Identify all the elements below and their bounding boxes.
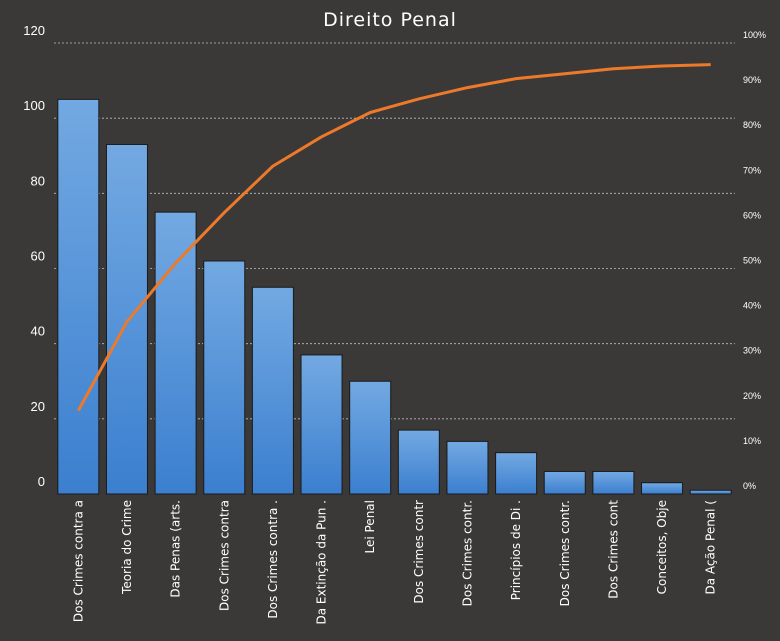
x-tick-label: Conceitos, Obje [655, 500, 669, 594]
y-left-tick-label: 80 [31, 173, 45, 188]
x-axis: Dos Crimes contra a Teoria do Crime Das Pe… [71, 500, 717, 625]
bar [349, 380, 392, 495]
bar [641, 482, 684, 495]
bar [57, 98, 100, 495]
x-tick-label: Princípios de Di . [509, 500, 523, 600]
x-tick-label: Teoria do Crime [120, 500, 134, 595]
x-tick-label: Dos Crimes contra [217, 500, 231, 611]
bar [154, 211, 197, 495]
y-axis-left: 0 20 40 60 80 100 120 [23, 23, 45, 489]
y-right-tick-label: 20% [743, 391, 761, 401]
x-tick-label: Dos Crimes contra a [71, 500, 85, 622]
y-right-tick-label: 10% [743, 436, 761, 446]
cumulative-line [76, 63, 711, 412]
y-right-tick-label: 40% [743, 301, 761, 311]
y-right-tick-label: 50% [743, 256, 761, 266]
bar [300, 354, 343, 495]
bar [446, 440, 489, 495]
bar [689, 489, 732, 495]
y-left-tick-label: 120 [23, 23, 45, 38]
y-left-tick-label: 40 [31, 324, 45, 339]
x-tick-label: Lei Penal [363, 500, 377, 554]
x-tick-label: Dos Crimes cont [606, 500, 620, 599]
x-tick-label: Dos Crimes contr [412, 500, 426, 604]
x-tick-label: Dos Crimes contr. [558, 500, 572, 606]
bar [495, 452, 538, 495]
x-tick-label: Dos Crimes contr. [460, 500, 474, 606]
y-axis-right: 0% 10% 20% 30% 40% 50% 60% 70% 80% 90% 100% [743, 30, 766, 491]
bar [592, 470, 635, 495]
x-tick-label: Das Penas (arts. [169, 500, 183, 598]
y-right-tick-label: 0% [743, 481, 756, 491]
chart-title: Direito Penal [323, 9, 457, 31]
y-left-tick-label: 20 [31, 399, 45, 414]
bar-series [57, 98, 732, 495]
y-right-tick-label: 60% [743, 210, 761, 220]
y-right-tick-label: 70% [743, 165, 761, 175]
y-right-tick-label: 100% [743, 30, 766, 40]
y-right-tick-label: 80% [743, 120, 761, 130]
bar [203, 260, 246, 495]
y-left-tick-label: 0 [38, 474, 45, 489]
bar [105, 143, 148, 495]
y-left-tick-label: 100 [23, 98, 45, 113]
bar [251, 286, 294, 495]
y-left-tick-label: 60 [31, 249, 45, 264]
bar [543, 470, 586, 495]
x-tick-label: Dos Crimes contra . [266, 500, 280, 619]
x-tick-label: Da Extinção da Pun . [315, 500, 329, 625]
y-right-tick-label: 30% [743, 346, 761, 356]
cumulative-line-series [76, 63, 711, 412]
bar [397, 429, 440, 495]
y-right-tick-label: 90% [743, 75, 761, 85]
x-tick-label: Da Ação Penal ( [704, 500, 718, 595]
